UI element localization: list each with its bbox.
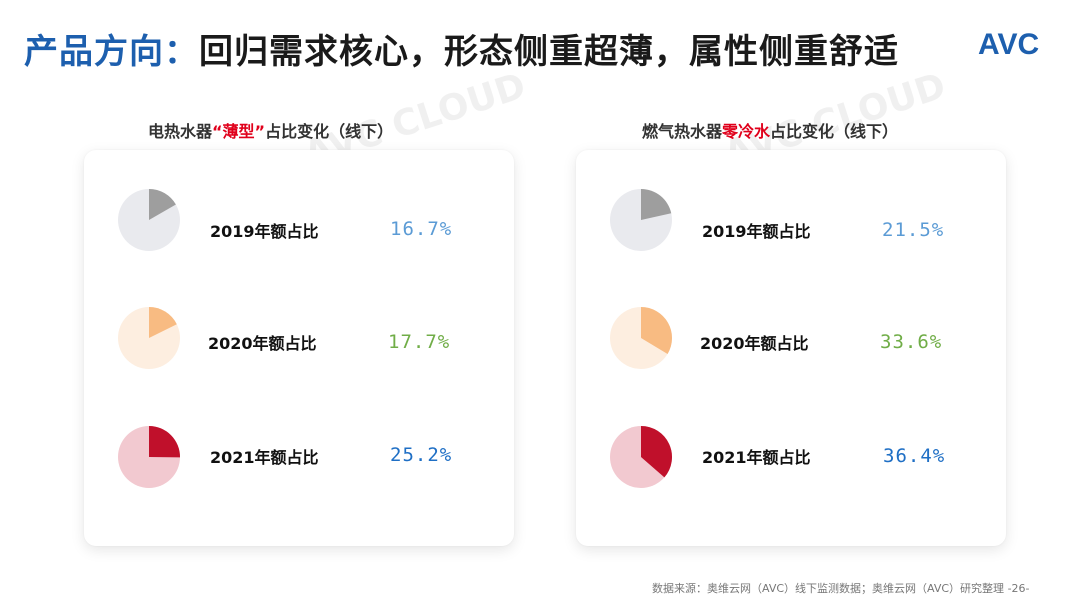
pie-right-2020	[610, 307, 672, 369]
logo-text: AVC	[978, 28, 1039, 60]
row-label-right-2021: 2021年额占比	[702, 448, 811, 467]
avc-logo: AVC	[978, 28, 1039, 60]
pie-right-2021	[610, 426, 672, 488]
page-number: -26-	[1007, 582, 1030, 595]
pie-left-2019	[118, 189, 180, 251]
panel-title-right-part1: 燃气热水器	[642, 122, 723, 141]
panel-title-left-part1: 电热水器	[148, 122, 213, 141]
pct-left-2020: 17.7%	[388, 331, 451, 353]
pie-slice	[641, 426, 672, 478]
page-title: 产品方向：回归需求核心，形态侧重超薄，属性侧重舒适	[24, 24, 899, 73]
row-label-left-2019: 2019年额占比	[210, 222, 319, 241]
pie-slice	[149, 307, 177, 338]
pct-left-2021: 25.2%	[390, 444, 453, 466]
pie-slice	[641, 189, 672, 220]
title-prefix: 产品方向：	[24, 32, 199, 72]
pie-left-2020	[118, 307, 180, 369]
panel-title-left-highlight: “薄型”	[212, 122, 266, 141]
footer-source: 数据来源：奥维云网（AVC）线下监测数据；奥维云网（AVC）研究整理 -26-	[652, 580, 1030, 596]
panel-title-right: 燃气热水器零冷水占比变化（线下）	[642, 118, 898, 142]
panel-title-left-part3: 占比变化（线下）	[265, 122, 394, 141]
footer-source-text: 数据来源：奥维云网（AVC）线下监测数据；奥维云网（AVC）研究整理	[652, 582, 1005, 595]
title-main: 回归需求核心，形态侧重超薄，属性侧重舒适	[199, 32, 899, 72]
row-label-right-2019: 2019年额占比	[702, 222, 811, 241]
row-label-right-2020: 2020年额占比	[700, 334, 809, 353]
pie-slice	[641, 307, 672, 354]
pct-right-2019: 21.5%	[882, 219, 945, 241]
row-label-left-2021: 2021年额占比	[210, 448, 319, 467]
pct-right-2020: 33.6%	[880, 331, 943, 353]
pie-slice	[149, 426, 180, 458]
pie-left-2021	[118, 426, 180, 488]
row-label-left-2020: 2020年额占比	[208, 334, 317, 353]
pct-right-2021: 36.4%	[883, 445, 946, 467]
pie-slice	[149, 189, 176, 220]
pct-left-2019: 16.7%	[390, 218, 453, 240]
panel-title-right-highlight: 零冷水	[722, 122, 771, 141]
panel-title-right-part3: 占比变化（线下）	[770, 122, 899, 141]
panel-title-left: 电热水器“薄型”占比变化（线下）	[148, 118, 393, 142]
pie-right-2019	[610, 189, 672, 251]
